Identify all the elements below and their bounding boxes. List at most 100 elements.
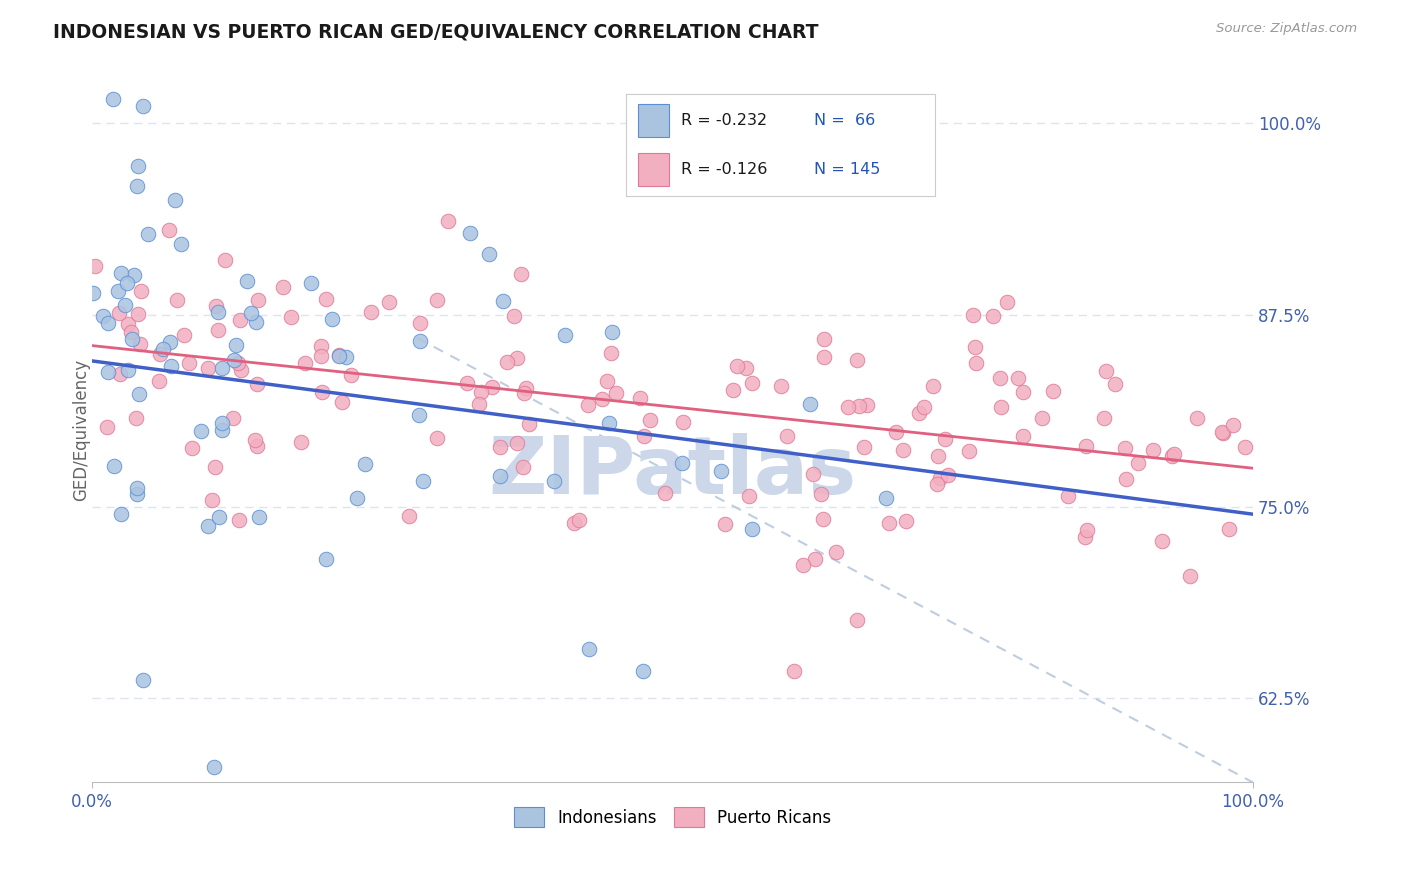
Point (132, 99, 155, 113)
Point (335, 350, 357, 364)
Point (735, 360, 758, 375)
Point (412, 474, 434, 488)
Point (543, 474, 565, 488)
Point (1092, 411, 1115, 425)
Point (907, 406, 929, 420)
Point (315, 292, 337, 306)
Point (125, 178, 148, 193)
Point (925, 477, 948, 491)
Point (207, 305, 229, 319)
Point (190, 425, 212, 439)
Point (737, 489, 759, 503)
Point (600, 325, 623, 339)
Point (214, 252, 236, 267)
Point (101, 92, 124, 106)
Point (1007, 371, 1029, 385)
Point (1161, 449, 1184, 463)
Point (672, 415, 695, 429)
Point (360, 305, 382, 319)
Point (927, 449, 949, 463)
Point (340, 368, 363, 383)
Point (505, 351, 527, 365)
Point (578, 642, 600, 657)
Point (1222, 417, 1244, 432)
Point (204, 460, 226, 475)
Point (228, 313, 250, 327)
Point (1126, 456, 1149, 470)
Point (596, 375, 619, 389)
Point (125, 411, 148, 425)
Point (1187, 410, 1209, 425)
Point (1234, 441, 1257, 455)
Point (211, 416, 233, 430)
Point (129, 284, 152, 298)
Point (456, 376, 478, 390)
Point (496, 355, 519, 369)
Point (877, 516, 900, 530)
Text: R = -0.232: R = -0.232 (682, 112, 768, 128)
Point (165, 193, 187, 207)
Point (309, 350, 332, 364)
Point (671, 456, 693, 470)
Point (127, 487, 149, 501)
Point (506, 435, 529, 450)
Point (240, 306, 263, 320)
Point (510, 267, 533, 281)
Point (512, 460, 534, 475)
Point (811, 512, 834, 526)
Point (354, 457, 377, 471)
Point (96, 420, 118, 434)
Point (481, 380, 503, 394)
Point (235, 274, 257, 288)
Point (311, 384, 333, 399)
Point (852, 440, 875, 454)
Point (633, 664, 655, 678)
Point (127, 159, 149, 173)
Point (502, 310, 524, 324)
Point (792, 558, 814, 573)
Point (122, 268, 145, 282)
Point (103, 459, 125, 474)
Point (222, 411, 245, 425)
Point (845, 613, 868, 627)
FancyBboxPatch shape (638, 104, 669, 136)
Legend: Indonesians, Puerto Ricans: Indonesians, Puerto Ricans (508, 800, 838, 834)
Point (568, 513, 591, 527)
Point (845, 352, 868, 367)
Text: N =  66: N = 66 (814, 112, 876, 128)
Point (470, 385, 492, 400)
Text: N = 145: N = 145 (814, 162, 880, 178)
Point (1163, 447, 1185, 461)
Point (426, 293, 449, 307)
Point (489, 468, 512, 483)
Point (294, 356, 316, 370)
Point (599, 345, 621, 359)
Point (1218, 522, 1240, 536)
Point (517, 417, 540, 431)
Point (346, 491, 368, 505)
Point (458, 226, 481, 240)
Point (197, 519, 219, 533)
Point (922, 379, 945, 393)
Point (152, 342, 174, 356)
Point (97, 316, 120, 330)
Point (309, 339, 332, 353)
Point (515, 381, 537, 395)
Text: Source: ZipAtlas.com: Source: ZipAtlas.com (1216, 22, 1357, 36)
Point (97, 365, 120, 379)
Point (243, 433, 266, 447)
Point (801, 467, 824, 481)
Point (246, 377, 269, 392)
Point (1211, 425, 1233, 439)
Point (110, 266, 132, 280)
Point (837, 400, 859, 414)
Point (128, 337, 150, 351)
Point (224, 352, 246, 367)
Point (228, 512, 250, 526)
Point (995, 295, 1018, 310)
Point (246, 293, 269, 307)
Point (769, 379, 792, 393)
Point (179, 356, 201, 370)
Point (173, 328, 195, 343)
Point (128, 387, 150, 401)
